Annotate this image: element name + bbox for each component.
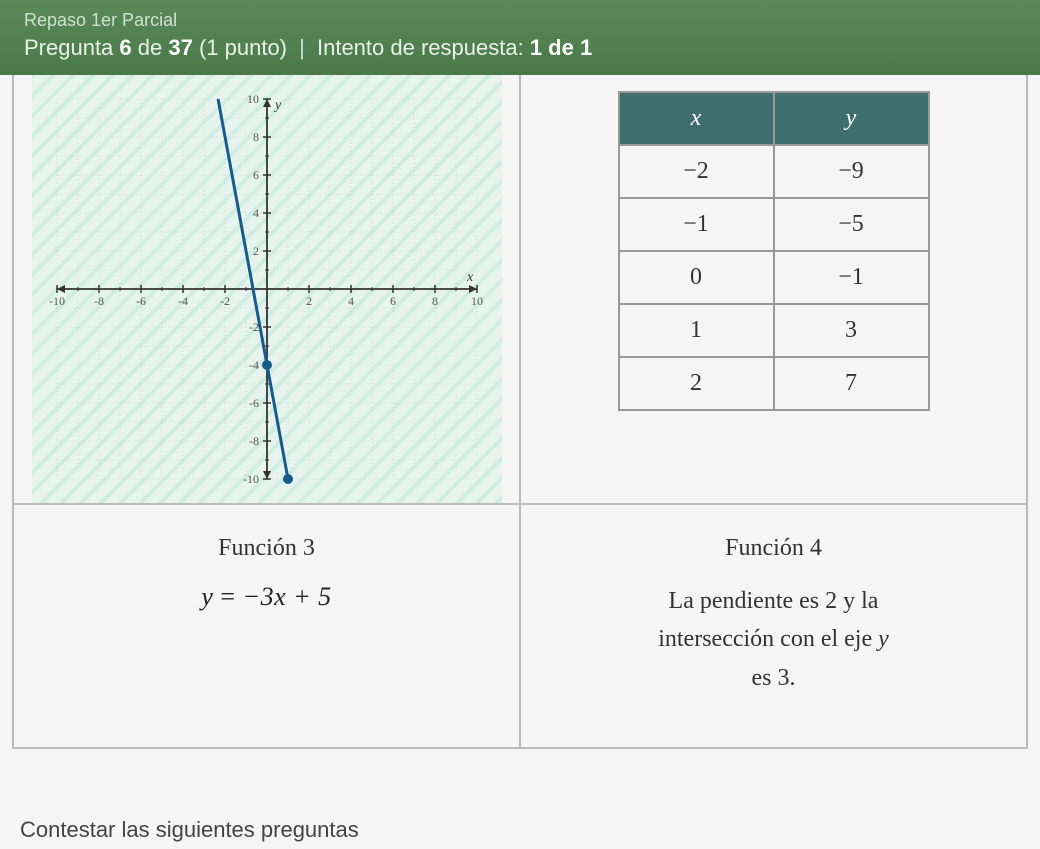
svg-text:4: 4 [253,206,259,220]
xy-table: x y −2−9−1−50−11327 [618,91,930,411]
desc-1a: La pendiente es [669,588,826,614]
separator-icon: | [293,35,311,60]
svg-text:10: 10 [247,92,259,106]
cell-x: −2 [619,145,774,198]
cell-x: 2 [619,357,774,410]
table-row: −1−5 [619,198,929,251]
question-of: de [132,35,169,60]
question-number: 6 [119,35,131,60]
svg-text:y: y [273,98,282,113]
cell-x: 1 [619,304,774,357]
attempt-value: 1 de 1 [530,35,592,60]
svg-text:8: 8 [432,294,438,308]
table-row: −2−9 [619,145,929,198]
question-total: 37 [168,35,192,60]
function4-info: Función 4 La pendiente es 2 y la interse… [521,505,1026,747]
svg-text:-10: -10 [49,294,65,308]
svg-text:x: x [466,270,474,285]
svg-text:8: 8 [253,130,259,144]
table-area: x y −2−9−1−50−11327 [521,75,1026,505]
svg-text:6: 6 [253,168,259,182]
panel-function4: x y −2−9−1−50−11327 Función 4 La pendien… [521,75,1026,747]
table-row: 13 [619,304,929,357]
col-header-y: y [774,92,929,145]
svg-text:-10: -10 [243,472,259,486]
question-prefix: Pregunta [24,35,119,60]
footer-text: Contestar las siguientes preguntas [20,817,359,843]
desc-1b: y la [837,588,878,614]
quiz-header: Repaso 1er Parcial Pregunta 6 de 37 (1 p… [0,0,1040,75]
svg-text:-6: -6 [136,294,146,308]
function3-equation: y = −3x + 5 [34,582,499,612]
svg-text:-4: -4 [178,294,188,308]
eq-equals: = [213,582,242,611]
function4-description: La pendiente es 2 y la intersección con … [541,582,1006,697]
svg-text:6: 6 [390,294,396,308]
svg-text:-8: -8 [249,434,259,448]
svg-text:-8: -8 [94,294,104,308]
table-header-row: x y [619,92,929,145]
function4-title: Función 4 [541,535,1006,562]
table-row: 0−1 [619,251,929,304]
svg-text:2: 2 [253,244,259,258]
desc-2var: y [878,626,889,652]
question-line: Pregunta 6 de 37 (1 punto) | Intento de … [24,35,1016,61]
cell-y: 7 [774,357,929,410]
desc-2a: intersección con el eje [658,626,878,652]
graph-svg: -10 -8 -6 -4 -2 2 4 6 8 10 -10 -8 -6 -4 -2 2 4 6 8 10 x y [32,75,502,504]
attempt-label: Intento de respuesta: [317,35,530,60]
svg-text:4: 4 [348,294,354,308]
graph-area: -10 -8 -6 -4 -2 2 4 6 8 10 -10 -8 -6 -4 -2 2 4 6 8 10 x y [14,75,519,505]
cell-y: −5 [774,198,929,251]
cell-x: −1 [619,198,774,251]
col-header-x: x [619,92,774,145]
svg-text:-2: -2 [249,320,259,334]
eq-y: y [201,582,213,611]
question-points: (1 punto) [193,35,287,60]
panel-function3: -10 -8 -6 -4 -2 2 4 6 8 10 -10 -8 -6 -4 -2 2 4 6 8 10 x y Fun… [14,75,521,747]
cell-y: 3 [774,304,929,357]
coordinate-graph: -10 -8 -6 -4 -2 2 4 6 8 10 -10 -8 -6 -4 -2 2 4 6 8 10 x y [32,75,502,504]
eq-rhs: −3x + 5 [243,582,332,611]
desc-3num: 3 [778,665,790,691]
svg-text:2: 2 [306,294,312,308]
function3-info: Función 3 y = −3x + 5 [14,505,519,747]
desc-1num: 2 [825,588,837,614]
cell-y: −9 [774,145,929,198]
svg-text:10: 10 [471,294,483,308]
cell-y: −1 [774,251,929,304]
svg-text:-2: -2 [220,294,230,308]
function3-title: Función 3 [34,535,499,562]
desc-3b: . [790,665,796,691]
main-content: -10-8-6-4-2246810-10-8-6-4-2246810xy Fun… [12,75,1028,749]
svg-text:-4: -4 [249,358,259,372]
table-row: 27 [619,357,929,410]
svg-text:-6: -6 [249,396,259,410]
cell-x: 0 [619,251,774,304]
desc-3a: es [752,665,778,691]
breadcrumb: Repaso 1er Parcial [24,10,1016,31]
